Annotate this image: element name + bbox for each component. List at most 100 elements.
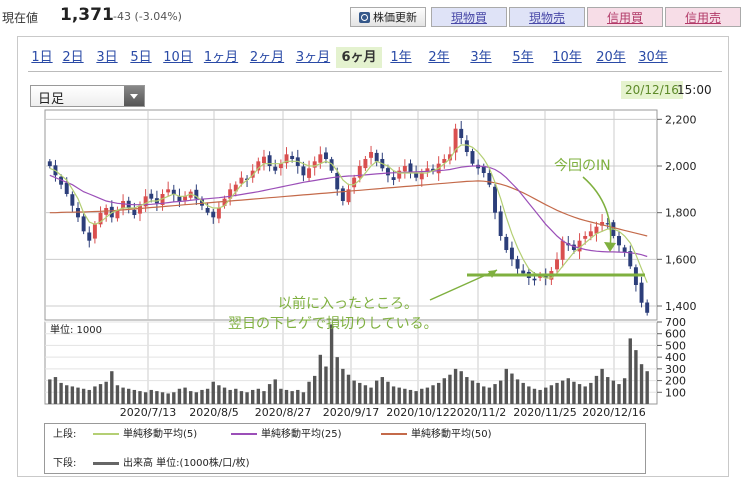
- candle-body: [81, 216, 86, 232]
- shinyo-sell-button[interactable]: 信用売: [665, 7, 741, 27]
- volume-bar: [279, 388, 283, 404]
- candle-body: [273, 166, 278, 171]
- genbutsu-buy-button[interactable]: 現物買: [431, 7, 507, 27]
- volume-bar: [606, 377, 610, 404]
- tab-8[interactable]: 6ヶ月: [336, 47, 382, 68]
- date-tick-label-1: 2020/8/5: [189, 406, 238, 419]
- volume-tick-label-1: 600: [665, 328, 686, 341]
- ma25-line: [49, 165, 648, 258]
- volume-bar: [442, 378, 446, 404]
- date-tick-label-0: 2020/7/13: [120, 406, 176, 419]
- legend-ma50: 単純移動平均(50): [381, 428, 492, 442]
- candle-body: [70, 194, 75, 206]
- chevron-down-icon[interactable]: [124, 86, 144, 106]
- candle-body: [555, 259, 559, 270]
- volume-bar: [98, 384, 103, 404]
- tab-2[interactable]: 3日: [96, 50, 118, 65]
- candle-body: [577, 240, 582, 252]
- legend-volume-text: 出来高 単位:(1000株/口/枚): [123, 458, 250, 469]
- candle-body: [256, 161, 261, 171]
- candle-body: [143, 196, 148, 207]
- ma50-line: [49, 180, 648, 237]
- volume-bar: [639, 364, 644, 404]
- genbutsu-sell-button[interactable]: 現物売: [509, 7, 585, 27]
- tab-10[interactable]: 2年: [428, 50, 450, 65]
- candle-body: [442, 159, 447, 163]
- tab-12[interactable]: 5年: [512, 50, 534, 65]
- interval-select[interactable]: 日足: [30, 85, 145, 107]
- tab-11[interactable]: 3年: [470, 50, 492, 65]
- volume-bar: [65, 385, 69, 404]
- volume-bar: [205, 388, 210, 404]
- tab-9[interactable]: 1年: [390, 50, 412, 65]
- price-tick-label-0: 2,200: [665, 113, 697, 126]
- tabs-divider: [28, 71, 722, 72]
- candle-body: [200, 198, 204, 206]
- legend-ma50-swatch: [381, 433, 407, 435]
- tab-1[interactable]: 2日: [62, 50, 84, 65]
- date-tick-label-5: 2020/11/2: [450, 406, 506, 419]
- volume-bar: [504, 368, 508, 404]
- volume-bar: [425, 387, 430, 404]
- volume-bar: [369, 387, 373, 404]
- legend: 上段: 単純移動平均(5) 単純移動平均(25) 単純移動平均(50) 下段: …: [44, 423, 646, 474]
- candle-body: [98, 212, 103, 225]
- tab-6[interactable]: 2ヶ月: [249, 50, 285, 65]
- candle-body: [459, 128, 464, 138]
- volume-bar: [611, 380, 616, 404]
- volume-bar: [645, 371, 649, 404]
- volume-bar: [172, 392, 176, 404]
- tab-15[interactable]: 30年: [638, 50, 668, 65]
- tab-7[interactable]: 3ヶ月: [295, 50, 331, 65]
- candle-body: [504, 236, 509, 250]
- volume-bar: [482, 386, 486, 404]
- refresh-price-button[interactable]: 株価更新: [350, 7, 426, 27]
- volume-bar: [48, 379, 52, 404]
- top-bar: 現在値 1,371 -43 (-3.04%) 株価更新 現物買 現物売 信用買 …: [0, 0, 749, 34]
- volume-bar: [160, 392, 165, 404]
- volume-bar: [189, 391, 193, 404]
- tab-3[interactable]: 5日: [130, 50, 152, 65]
- volume-bar: [251, 389, 255, 404]
- volume-bar: [634, 350, 638, 404]
- candle-body: [397, 170, 402, 179]
- volume-bar: [93, 386, 97, 404]
- price-axis: 2,200 2,000 1,800 1,600 1,400: [657, 113, 697, 313]
- volume-bar: [87, 389, 91, 404]
- candle-body: [335, 173, 340, 190]
- moving-average-lines: [49, 144, 648, 283]
- tab-0[interactable]: 1日: [31, 50, 53, 65]
- shinyo-buy-button[interactable]: 信用買: [587, 7, 663, 27]
- candle-body: [481, 166, 486, 173]
- candle-body: [560, 240, 565, 260]
- volume-bar: [222, 387, 227, 404]
- volume-bar: [431, 385, 435, 404]
- candle-body: [515, 259, 520, 269]
- tab-5[interactable]: 1ヶ月: [203, 50, 239, 65]
- volume-bar: [538, 389, 542, 404]
- volume-bar: [352, 380, 356, 404]
- volume-tick-label-5: 200: [665, 375, 686, 388]
- volume-bar: [127, 388, 131, 404]
- candle-body: [645, 302, 650, 313]
- volume-tick-label-6: 100: [665, 386, 686, 399]
- volume-bar: [374, 380, 379, 404]
- volume-bar: [324, 366, 328, 404]
- candle-body: [222, 198, 227, 206]
- volume-tick-label-2: 500: [665, 339, 686, 352]
- tab-14[interactable]: 20年: [596, 50, 626, 65]
- tab-13[interactable]: 10年: [552, 50, 582, 65]
- note-arrow-head: [488, 270, 497, 278]
- volume-bar: [76, 387, 80, 404]
- entry-label: 今回のIN: [554, 158, 611, 174]
- volume-bar: [149, 389, 153, 404]
- volume-bar: [397, 387, 401, 404]
- price-change: -43 (-3.04%): [113, 10, 182, 23]
- candle-body: [87, 232, 92, 241]
- candle-body: [233, 184, 238, 192]
- candle-body: [363, 159, 368, 169]
- tab-4[interactable]: 10日: [163, 50, 193, 65]
- volume-bar: [341, 368, 345, 404]
- legend-ma25: 単純移動平均(25): [231, 428, 342, 442]
- candle-body: [498, 211, 503, 236]
